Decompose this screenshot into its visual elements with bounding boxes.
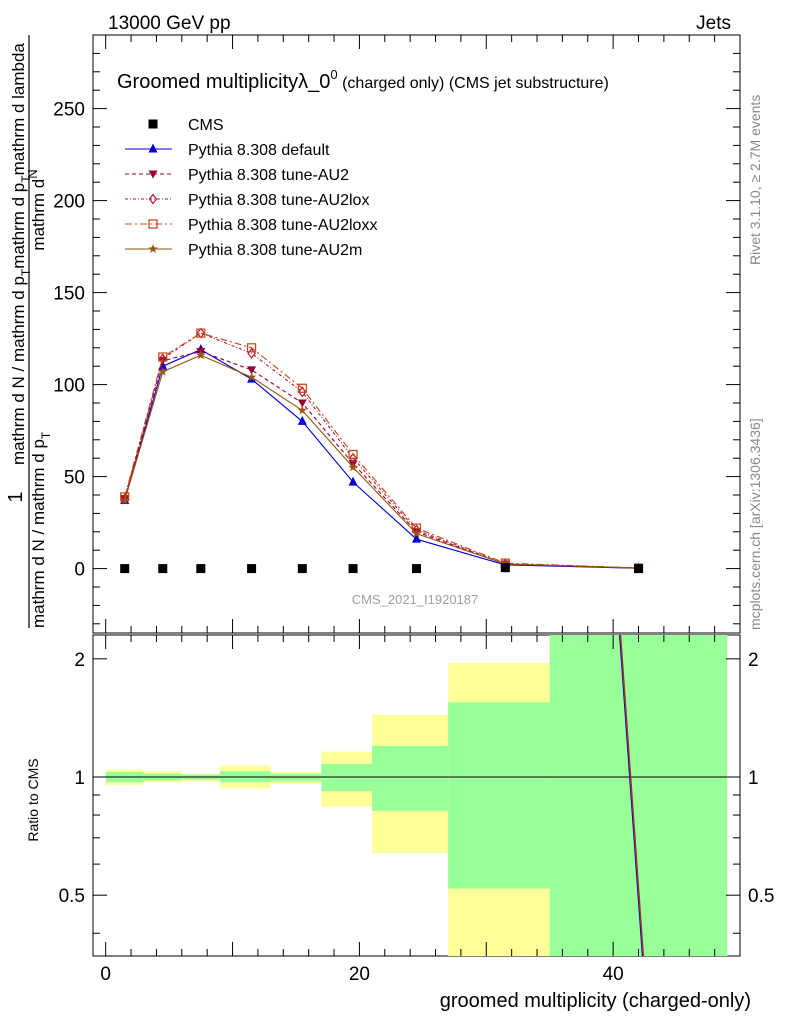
legend-label-cms: CMS [188,117,224,134]
series-3-point-3 [246,343,257,353]
series-3-point-5 [348,449,358,460]
series-0-point-4 [297,415,307,425]
analysis-watermark: CMS_2021_I1920187 [352,592,479,607]
series-line-3 [124,332,639,569]
y-tick-label-4: 200 [53,192,85,213]
ratio-band-green-5 [321,763,373,792]
ratio-tick-label-left-1: 1 [74,768,85,789]
y-label-den-t: T [39,431,53,439]
y-label-num-2: mathrm d p [9,183,28,269]
cms-point-3 [247,564,257,574]
y-axis-label: 1 mathrm d N / mathrm d pTmathrm d pTmat… [5,35,53,628]
y-tick-label-2: 100 [53,376,85,397]
cms-point-2 [196,564,206,574]
series-4-point-5 [348,462,358,472]
x-tick-label-1: 20 [349,964,370,985]
cms-point-7 [500,563,510,573]
process-label: Jets [696,13,731,34]
series-0-point-6 [412,533,421,543]
cms-point-1 [158,564,168,574]
ratio-tick-label-left-2: 2 [74,650,85,671]
main-plot-frame [92,34,741,634]
y-label-num-t: T [19,268,33,276]
y-label-num-1: mathrm d N / mathrm d p [9,276,28,465]
y-label-numerator: mathrm d N / mathrm d pTmathrm d pTmathr… [9,43,33,465]
chart-title-main: Groomed multiplicityλ_0 [117,71,330,93]
ratio-plot-frame [92,634,741,957]
series-line-1 [124,350,639,569]
legend-label-4: Pythia 8.308 tune-AU2m [188,242,362,259]
legend-marker-3 [148,219,158,229]
chart-title-sup: 0 [330,67,337,82]
series-2-point-1 [158,353,168,365]
cms-point-6 [412,564,421,574]
series-1-point-4 [297,399,307,408]
ratio-band-green-6 [372,745,449,811]
cms-point-5 [348,564,358,574]
series-4-point-4 [297,405,308,415]
series-line-0 [124,348,639,569]
legend-label-1: Pythia 8.308 tune-AU2 [188,167,349,184]
chart-title: Groomed multiplicityλ_00 (charged only) … [117,67,609,93]
y-label-one: 1 [5,491,27,502]
ratio-line-default [618,634,643,957]
legend-marker-4 [148,244,158,253]
legend-label-2: Pythia 8.308 tune-AU2lox [188,192,369,209]
legend-marker-0 [148,143,158,153]
y-label-num-t2: T [19,175,33,183]
legend-marker-cms [148,119,158,129]
ratio-y-label: Ratio to CMS [25,758,41,841]
mcplots-label: mcplots.cern.ch [arXiv:1306.3436] [747,418,763,630]
cms-point-4 [297,564,307,574]
series-1-point-3 [247,366,257,375]
x-tick-label-0: 0 [100,964,111,985]
y-tick-label-5: 250 [53,100,85,121]
series-4-point-0 [120,495,130,505]
series-3-point-1 [158,352,168,362]
series-4-point-1 [158,366,168,376]
series-line-2 [124,332,639,569]
ratio-tick-label-right-1: 1 [748,768,759,789]
ratio-line-tunes [619,634,645,957]
series-0-point-5 [348,476,358,486]
ratio-tick-label-left-0: 0.5 [59,886,85,907]
y-label-denominator: mathrm d N / mathrm d pT [29,431,53,628]
ratio-tick-label-right-0: 0.5 [748,886,774,907]
series-3-point-4 [297,383,307,393]
series-4-point-3 [246,372,257,382]
rivet-version-label: Rivet 3.1.10, ≥ 2.7M events [747,95,763,265]
y-label-num-3: mathrm d lambda [9,43,28,176]
cms-point-0 [120,564,130,574]
chart-title-sub: (charged only) (CMS jet substructure) [338,75,609,92]
series-2-point-4 [298,386,307,398]
y-tick-label-1: 50 [64,468,85,489]
series-2-point-2 [196,327,206,339]
series-4-point-6 [411,528,422,538]
y-tick-label-0: 0 [74,560,85,581]
ratio-band-green-7 [448,702,550,889]
legend-label-3: Pythia 8.308 tune-AU2loxx [188,217,377,234]
series-line-4 [124,354,639,569]
series-2-point-0 [120,493,129,505]
series-3-point-2 [196,328,206,338]
x-tick-label-2: 40 [603,964,624,985]
y-label-den-1: mathrm d N / mathrm d p [29,439,48,628]
legend-marker-2 [148,193,158,205]
energy-label: 13000 GeV pp [108,13,231,34]
y-label-dn: mathrm dN [25,169,48,250]
series-4-point-2 [196,350,206,360]
ratio-tick-label-right-2: 2 [748,650,759,671]
y-label-dn-1: mathrm d [29,179,48,251]
legend-marker-1 [148,170,158,179]
y-label-dn-n: N [25,169,40,178]
legend: CMS Pythia 8.308 default Pythia 8.308 tune… [125,117,377,259]
legend-label-0: Pythia 8.308 default [188,142,330,159]
cms-point-8 [634,564,644,574]
y-tick-label-3: 150 [53,284,85,305]
x-axis-label: groomed multiplicity (charged-only) [440,990,751,1012]
